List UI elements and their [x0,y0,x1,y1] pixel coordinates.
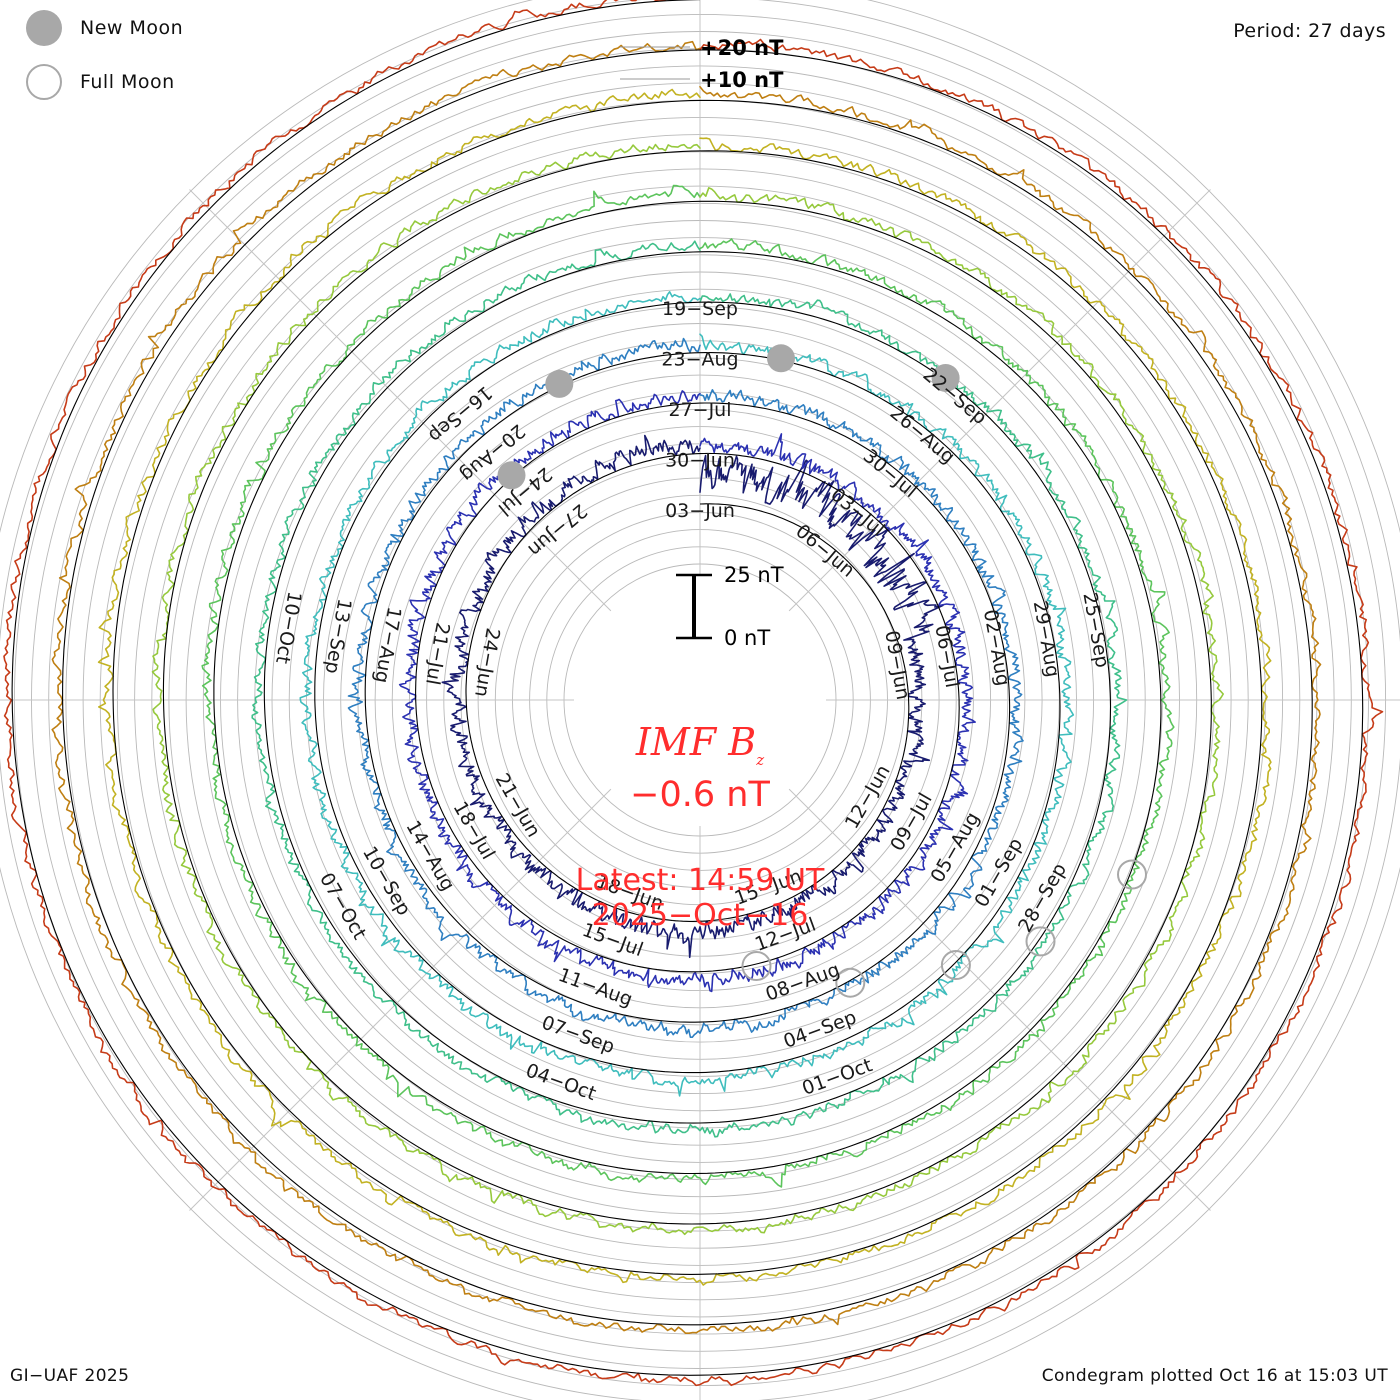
center-title: IMF Bz [635,720,764,769]
full-moon-marker [741,951,772,981]
scale-bar: 25 nT 0 nT [676,563,784,650]
scale-bar-bottom-label: 0 nT [724,626,770,650]
full-moon-marker [940,950,971,980]
center-title-text: IMF B [635,720,756,764]
track-rot-5 [251,240,1128,1138]
date-label: 03−Jun [665,500,735,522]
legend-item-full-moon: Full Moon [26,64,175,100]
track-rot-1 [441,434,944,959]
date-labels: 03−Jun06−Jun09−Jun12−Jun15−Jun18−Jun21−J… [271,298,1113,1105]
date-label: 25−Sep [1078,591,1113,670]
center-latest-date: 2025−Oct−16 [592,898,809,933]
credit-label: GI−UAF 2025 [10,1366,130,1386]
new-moon-marker [767,344,795,373]
center-latest-time: Latest: 14:59 UT [576,863,825,898]
legend-label-full-moon: Full Moon [80,71,175,93]
center-title-subscript: z [755,751,764,769]
legend-item-new-moon: New Moon [26,10,183,46]
date-label: 21−Jul [421,621,454,687]
track-rot-2 [398,390,976,993]
new-moon-marker [931,364,960,392]
new-moon-icon [26,10,62,46]
full-moon-icon [26,64,62,100]
full-moon-marker [1025,926,1056,957]
legend-label-new-moon: New Moon [80,17,184,39]
track-rot-4 [299,291,1075,1097]
date-label: 23−Aug [661,349,738,371]
moon-markers [497,344,1147,998]
scale-bar-top-label: 25 nT [724,563,784,587]
date-label: 30−Jun [665,450,735,472]
date-label: 27−Jul [668,399,731,421]
full-moon-marker [1117,859,1147,890]
track-rot-3 [347,337,1024,1038]
date-label: 19−Sep [662,298,738,320]
date-label: 17−Aug [370,605,405,685]
date-label: 10−Oct [271,590,305,666]
radial-tick-label: +20 nT [700,36,784,60]
radial-axis-labels: +20 nT +10 nT [620,36,784,92]
date-label: 05−Aug [926,808,984,886]
date-label: 13−Sep [321,597,356,676]
date-label: 21−Jun [491,770,545,841]
track-rot-8 [97,88,1272,1286]
plotted-label: Condegram plotted Oct 16 at 15:03 UT [1041,1366,1388,1386]
baseline-curves [11,0,1364,1376]
track-rot-6 [201,184,1175,1188]
track-rot-9 [51,40,1322,1334]
date-label: 29−Aug [1029,599,1064,679]
date-label: 02−Aug [979,608,1014,688]
center-annotation: IMF Bz −0.6 nT Latest: 14:59 UT 2025−Oct… [576,720,825,933]
full-moon-marker [835,967,866,998]
center-value: −0.6 nT [630,775,770,815]
date-label: 04−Sep [781,1006,860,1053]
date-label: 24−Jun [470,626,504,699]
new-moon-marker [497,461,526,490]
track-rot-10 [3,0,1384,1387]
date-label: 07−Oct [315,869,371,943]
radial-tick-label: +10 nT [700,68,784,92]
track-rot-7 [151,143,1224,1236]
period-label: Period: 27 days [1233,20,1386,42]
new-moon-marker [545,369,574,398]
date-label: 16−Sep [424,381,496,447]
